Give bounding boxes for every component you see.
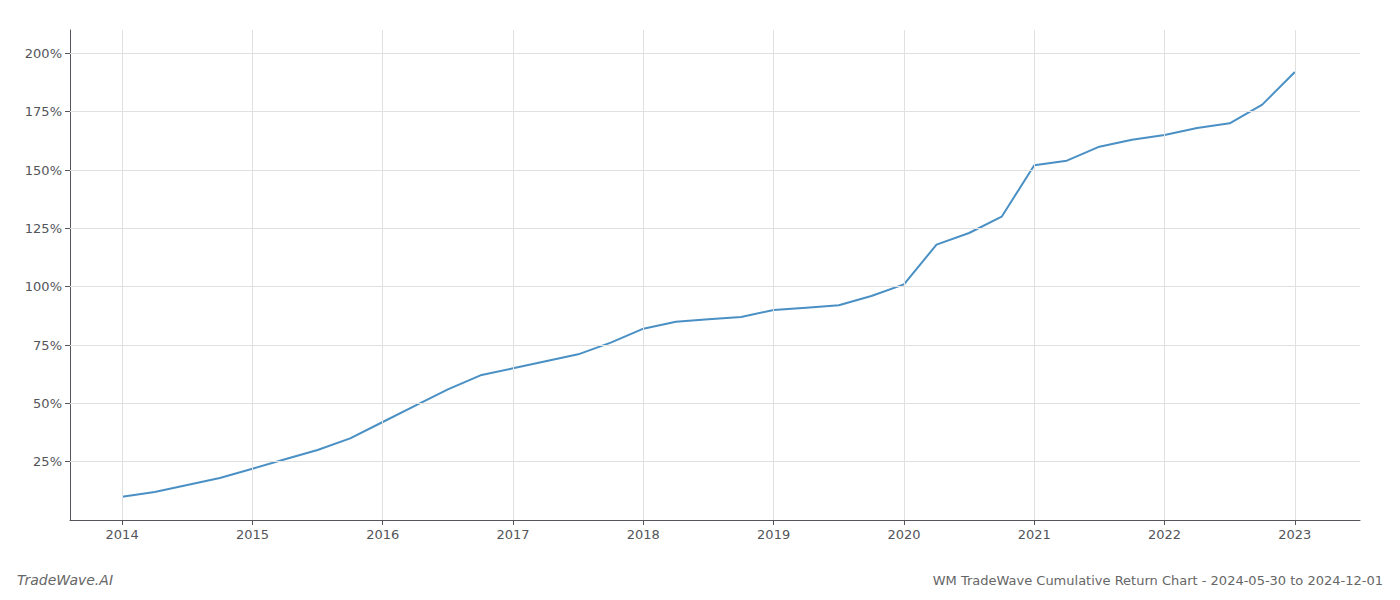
svg-text:75%: 75%	[33, 338, 62, 353]
svg-text:2015: 2015	[236, 527, 269, 542]
svg-text:100%: 100%	[25, 279, 62, 294]
svg-text:WM TradeWave Cumulative Return: WM TradeWave Cumulative Return Chart - 2…	[933, 573, 1383, 588]
svg-text:150%: 150%	[25, 163, 62, 178]
svg-text:2023: 2023	[1278, 527, 1311, 542]
svg-text:2019: 2019	[757, 527, 790, 542]
svg-text:2022: 2022	[1148, 527, 1181, 542]
svg-text:2014: 2014	[106, 527, 139, 542]
svg-text:2016: 2016	[366, 527, 399, 542]
svg-text:TradeWave.AI: TradeWave.AI	[17, 572, 113, 588]
svg-text:2017: 2017	[496, 527, 529, 542]
svg-text:2021: 2021	[1018, 527, 1051, 542]
svg-text:2020: 2020	[887, 527, 920, 542]
svg-text:50%: 50%	[33, 396, 62, 411]
svg-text:175%: 175%	[25, 104, 62, 119]
svg-text:200%: 200%	[25, 46, 62, 61]
svg-text:2018: 2018	[627, 527, 660, 542]
svg-text:25%: 25%	[33, 454, 62, 469]
svg-text:125%: 125%	[25, 221, 62, 236]
